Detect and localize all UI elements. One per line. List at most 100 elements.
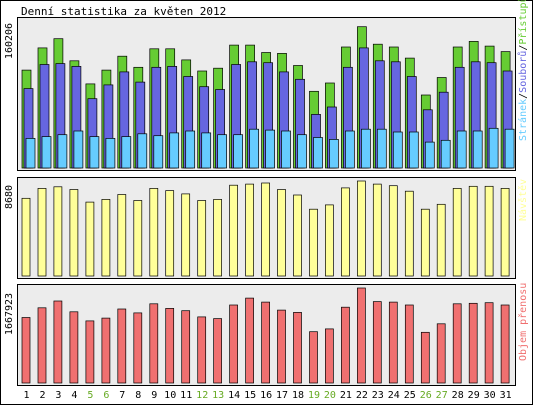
day-label-7: 7 [119,390,125,401]
bar-visits-day-10 [165,190,175,277]
bar-pages-day-10 [169,132,180,169]
bar-pages-day-20 [329,139,339,169]
day-label-31: 31 [500,390,512,401]
day-label-10: 10 [164,390,176,401]
bar-visits-day-26 [420,208,430,277]
top-legend: Stránek/Souborů/Přístupů [517,0,529,141]
day-labels: 1 2 3 4 5 6 7 8 9 10 11 12 13 14 15 16 17 18 19 20 21 22 23 24 2… [23,390,511,401]
bar-pages-day-23 [376,128,387,169]
day-label-6: 6 [103,390,109,401]
bar-visits-day-29 [468,185,478,277]
bar-traffic-day-1 [21,317,31,384]
bar-visits-day-15 [245,183,254,277]
bar-visits-day-3 [53,186,63,277]
bar-pages-day-4 [73,130,84,169]
bar-pages-day-25 [408,131,419,169]
day-label-29: 29 [468,390,480,401]
bar-visits-day-8 [133,200,143,277]
legend-files: Souborů [517,51,529,93]
bar-pages-day-2 [41,136,52,169]
day-label-25: 25 [404,390,416,401]
bar-traffic-day-11 [181,310,191,384]
bar-visits-day-22 [357,180,366,277]
bar-traffic-day-19 [309,331,318,384]
day-label-27: 27 [436,390,448,401]
bars-top [21,26,515,169]
bar-pages-day-26 [424,141,435,169]
bars-bottom [21,287,510,384]
bar-pages-day-13 [217,134,227,169]
bar-visits-day-20 [325,204,334,277]
bar-pages-day-28 [456,130,467,169]
bar-traffic-day-7 [117,308,127,384]
bar-traffic-day-31 [500,304,510,384]
bar-pages-day-29 [472,130,483,169]
bar-pages-day-18 [297,134,307,169]
day-label-16: 16 [260,390,272,401]
bar-pages-day-27 [440,139,451,169]
bar-traffic-day-18 [293,312,302,384]
bar-traffic-day-10 [165,308,175,384]
bar-pages-day-7 [121,136,132,169]
day-label-17: 17 [276,390,288,401]
bar-pages-day-5 [89,136,100,169]
bar-pages-day-1 [25,138,36,169]
day-label-24: 24 [388,390,400,401]
day-label-20: 20 [324,390,336,401]
bar-traffic-day-13 [213,318,222,384]
bar-traffic-day-27 [436,323,446,384]
bar-pages-day-11 [185,130,196,169]
bar-traffic-day-2 [37,307,47,384]
bar-pages-day-16 [265,129,275,169]
bar-pages-day-6 [105,138,116,169]
bars-middle [21,180,510,277]
bar-visits-day-12 [197,200,207,277]
bar-traffic-day-21 [341,306,350,384]
day-label-21: 21 [340,390,352,401]
bar-traffic-day-4 [69,311,79,384]
legend-hits: Přístupů [517,0,529,45]
chart-title: Denní statistika za květen 2012 [21,5,226,18]
bar-visits-day-21 [341,187,350,277]
bar-traffic-day-25 [404,304,414,384]
day-label-11: 11 [180,390,192,401]
day-label-3: 3 [55,390,61,401]
bar-traffic-day-29 [468,302,478,384]
bar-visits-day-11 [181,193,191,277]
day-label-4: 4 [71,390,77,401]
bar-traffic-day-5 [85,320,95,384]
bar-visits-day-30 [484,185,494,277]
bar-visits-day-23 [372,183,382,277]
bar-traffic-day-24 [388,301,398,384]
bar-visits-day-19 [309,208,318,277]
day-label-2: 2 [39,390,45,401]
bar-visits-day-16 [261,182,270,277]
middle-legend: Návštěv [517,179,529,221]
day-label-9: 9 [151,390,157,401]
bar-pages-day-9 [153,135,164,169]
bar-visits-day-25 [404,190,414,277]
bar-traffic-day-30 [484,302,494,384]
bar-visits-day-5 [85,201,95,277]
middle-ymax-label: 8680 [4,185,15,209]
bar-traffic-day-16 [261,301,270,384]
bottom-legend: Objem přenosu [517,283,529,361]
day-label-13: 13 [212,390,224,401]
bar-visits-day-13 [213,199,222,277]
bar-pages-day-12 [201,132,212,169]
bar-traffic-day-26 [420,331,430,384]
bar-pages-day-3 [57,134,68,169]
bar-visits-day-4 [69,189,79,277]
bar-visits-day-31 [500,188,510,277]
bar-pages-day-17 [281,130,291,169]
bar-pages-day-14 [233,134,243,169]
bar-traffic-day-22 [357,287,366,384]
bar-pages-day-15 [249,128,259,169]
day-label-26: 26 [420,390,432,401]
bar-visits-day-14 [229,184,238,277]
bar-traffic-day-3 [53,300,63,384]
bar-visits-day-24 [388,185,398,277]
day-label-5: 5 [87,390,93,401]
bar-traffic-day-9 [149,303,159,384]
bar-pages-day-24 [392,131,403,169]
